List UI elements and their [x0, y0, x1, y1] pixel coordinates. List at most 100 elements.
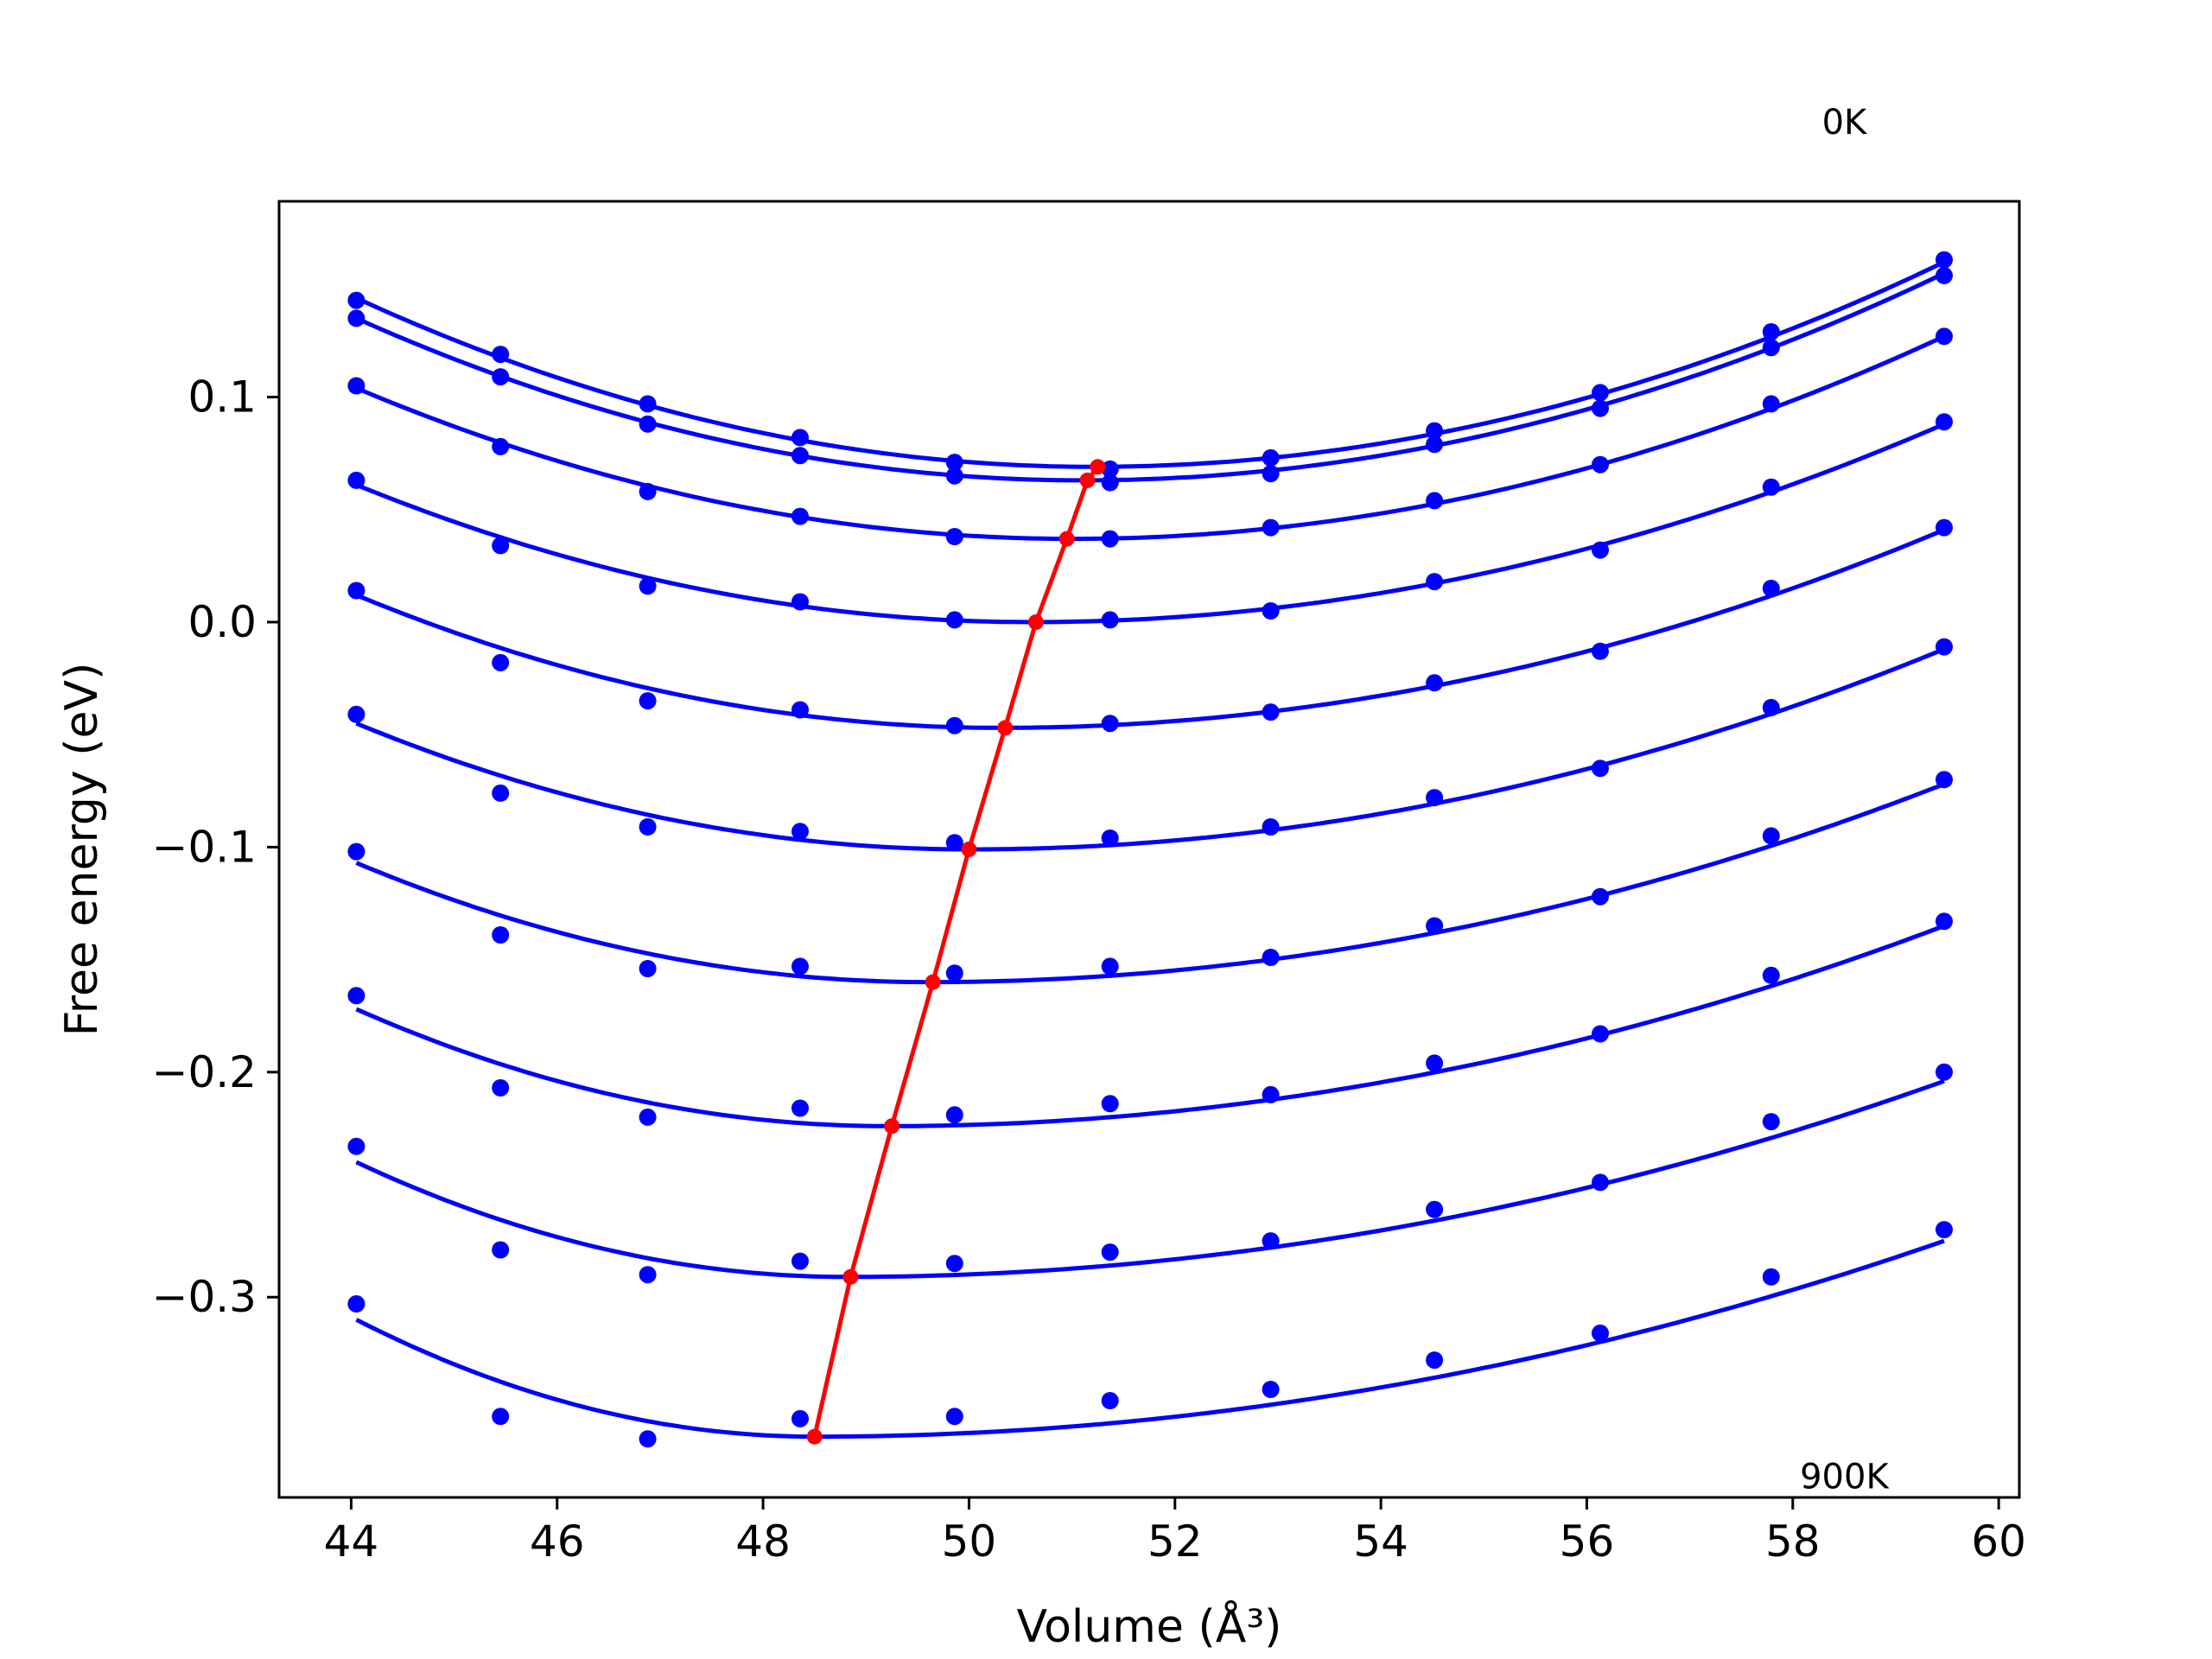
- data-point: [1262, 818, 1280, 836]
- data-point: [1762, 478, 1780, 496]
- data-point: [1592, 384, 1609, 402]
- fit-curve-5: [355, 527, 1945, 730]
- data-point: [945, 528, 963, 545]
- data-point: [1762, 339, 1780, 357]
- data-point: [639, 1266, 657, 1284]
- fit-curve-9: [355, 1078, 1945, 1280]
- data-point: [492, 653, 510, 671]
- data-point: [347, 471, 365, 489]
- y-tick-label: −0.3: [152, 1272, 257, 1322]
- data-point: [1426, 789, 1444, 807]
- data-point: [1936, 266, 1953, 284]
- minimum-point: [842, 1268, 859, 1285]
- minimum-point: [1027, 614, 1044, 630]
- data-point: [791, 429, 809, 447]
- data-point: [1101, 611, 1119, 629]
- minimum-point: [961, 842, 977, 857]
- fit-curve-2: [355, 271, 1946, 483]
- data-point: [639, 482, 657, 500]
- data-point: [1426, 573, 1444, 591]
- data-point: [1936, 413, 1953, 431]
- data-point: [639, 395, 657, 413]
- data-point: [1592, 1025, 1609, 1043]
- fit-curve-8: [355, 924, 1945, 1128]
- data-point: [1936, 251, 1953, 269]
- y-axis-ticks: −0.3 −0.2 −0.1 0.0 0.1: [152, 372, 279, 1322]
- data-point: [1426, 492, 1444, 510]
- x-tick-label: 54: [1353, 1516, 1408, 1567]
- data-point: [1426, 1054, 1444, 1072]
- minimum-point: [997, 720, 1014, 736]
- data-point: [1592, 760, 1609, 778]
- data-point: [945, 1408, 963, 1426]
- data-point: [492, 437, 510, 455]
- data-point: [1592, 399, 1609, 417]
- annotation-label: 900K: [1800, 1458, 1890, 1497]
- x-axis-label: Volume (Å³): [1017, 1599, 1282, 1653]
- data-point: [1262, 448, 1280, 467]
- y-tick-label: −0.2: [152, 1047, 257, 1097]
- data-point: [639, 577, 657, 595]
- annotation-label: 0K: [1822, 103, 1868, 143]
- plot-frame: [277, 200, 2021, 1499]
- data-point: [492, 346, 510, 364]
- data-point: [1936, 912, 1953, 931]
- data-point: [1762, 395, 1780, 413]
- data-point: [1762, 827, 1780, 845]
- data-point: [1426, 1351, 1444, 1370]
- data-point: [347, 1295, 365, 1313]
- data-point: [945, 716, 963, 734]
- fit-curves: [355, 260, 1946, 1440]
- data-point: [1426, 1200, 1444, 1218]
- y-tick-label: −0.1: [152, 822, 257, 872]
- data-point: [1101, 460, 1119, 478]
- data-point: [791, 1409, 809, 1427]
- data-point: [945, 611, 963, 629]
- data-point: [1592, 455, 1609, 474]
- data-point: [1426, 917, 1444, 935]
- data-point: [1101, 1095, 1119, 1113]
- minimum-point: [1090, 459, 1106, 475]
- data-point: [1936, 518, 1953, 537]
- data-point: [1762, 698, 1780, 716]
- x-tick-label: 58: [1765, 1516, 1821, 1567]
- data-point: [1262, 602, 1280, 620]
- data-point: [1262, 465, 1280, 483]
- data-point: [1426, 435, 1444, 454]
- data-point: [1101, 830, 1119, 847]
- data-point: [791, 593, 809, 611]
- data-point: [1101, 1243, 1119, 1262]
- data-point: [639, 415, 657, 433]
- data-point: [945, 964, 963, 982]
- data-point: [791, 823, 809, 841]
- y-tick-label: 0.1: [188, 372, 257, 423]
- data-point: [1592, 1173, 1609, 1192]
- minimum-point: [1079, 472, 1096, 488]
- data-point: [347, 377, 365, 395]
- data-point: [1101, 474, 1119, 492]
- data-point: [1592, 541, 1609, 559]
- data-point: [639, 818, 657, 836]
- data-point: [639, 1108, 657, 1126]
- data-point: [1101, 530, 1119, 548]
- data-point: [1936, 327, 1953, 346]
- data-point: [791, 957, 809, 976]
- x-axis-ticks: 44 46 48 50 52 54 56 58 60: [324, 1497, 2026, 1567]
- data-point: [1762, 579, 1780, 597]
- fit-curve-4: [355, 422, 1945, 625]
- data-point: [1101, 715, 1119, 733]
- data-point: [945, 467, 963, 485]
- minimum-line: [806, 459, 1106, 1445]
- minimum-point: [1058, 531, 1075, 547]
- data-point: [1936, 638, 1953, 656]
- minimum-point: [884, 1118, 900, 1135]
- fit-curve-10: [355, 1238, 1945, 1440]
- data-point: [1762, 1113, 1780, 1131]
- data-point: [492, 537, 510, 555]
- data-point: [1936, 771, 1953, 789]
- data-point: [791, 701, 809, 719]
- fit-curve-6: [355, 646, 1945, 852]
- data-point: [1592, 887, 1609, 906]
- data-point: [1262, 1381, 1280, 1398]
